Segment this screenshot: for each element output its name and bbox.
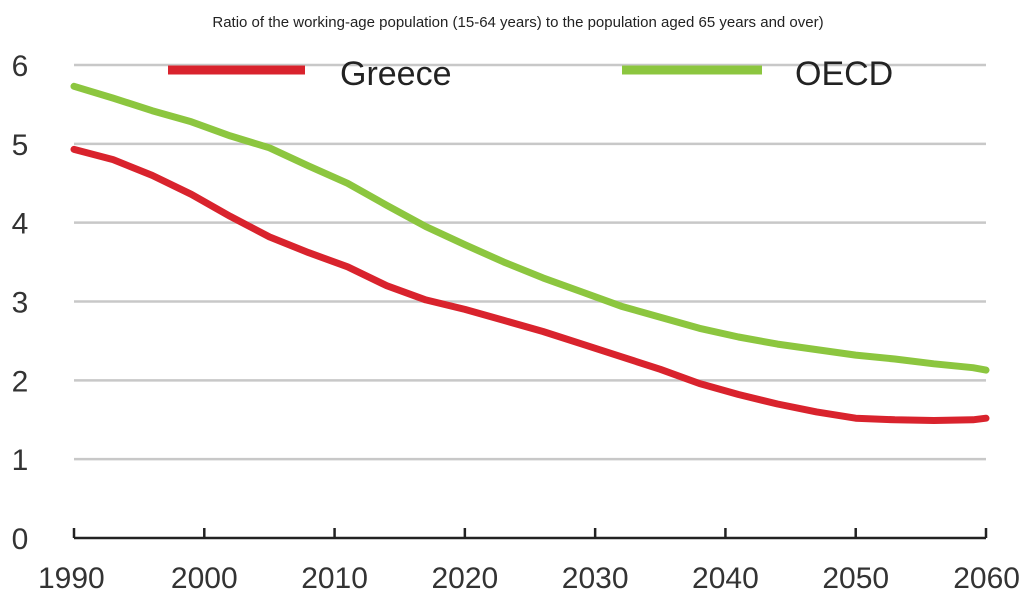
y-tick-label: 0	[12, 523, 29, 556]
x-tick-label: 2000	[171, 562, 238, 593]
x-axis: 1990 2000 2010 2020 2030 2040 2050 2060	[38, 528, 1020, 593]
x-tick-label: 2060	[953, 562, 1020, 593]
legend: Greece OECD	[168, 55, 893, 93]
x-tick-label: 2010	[301, 562, 368, 593]
x-tick-label: 2040	[692, 562, 759, 593]
series-line-oecd	[70, 82, 990, 374]
x-tick-label: 1990	[38, 562, 105, 593]
x-tick-label: 2030	[562, 562, 629, 593]
legend-label-oecd: OECD	[795, 55, 893, 93]
y-tick-label: 6	[12, 50, 29, 83]
x-tick-label: 2050	[822, 562, 889, 593]
legend-label-greece: Greece	[340, 55, 452, 93]
y-axis-ticks: 0 1 2 3 4 5 6	[12, 50, 29, 556]
y-tick-label: 1	[12, 444, 29, 477]
chart-title: Ratio of the working-age population (15-…	[212, 14, 823, 31]
series-line-greece	[70, 145, 990, 424]
gridlines	[74, 63, 986, 461]
x-tick-label: 2020	[431, 562, 498, 593]
series-lines	[70, 82, 990, 424]
y-tick-label: 4	[12, 208, 29, 241]
y-tick-label: 3	[12, 287, 29, 320]
y-tick-label: 2	[12, 365, 29, 398]
y-tick-label: 5	[12, 129, 29, 162]
